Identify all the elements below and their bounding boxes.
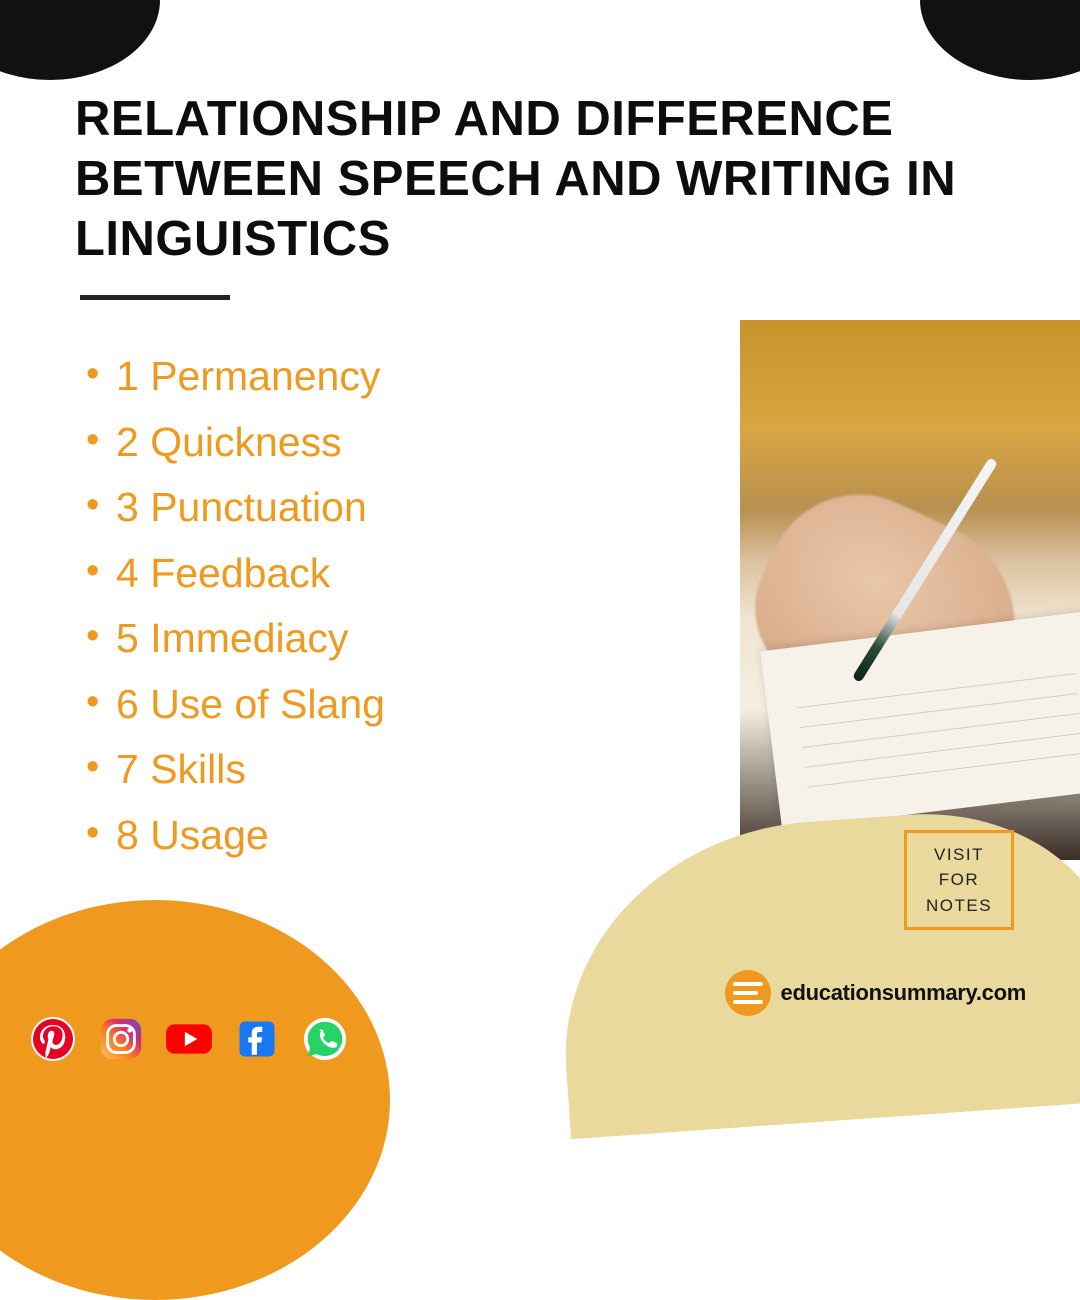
brand-row[interactable]: educationsummary.com: [725, 970, 1026, 1016]
list-item: 8 Usage: [80, 804, 385, 868]
youtube-icon[interactable]: [164, 1014, 214, 1064]
paper-line: [800, 693, 1078, 728]
corner-shape-top-right: [920, 0, 1080, 80]
brand-logo-icon: [725, 970, 771, 1016]
visit-line: VISIT: [934, 842, 984, 868]
list-item: 2 Quickness: [80, 411, 385, 475]
list-item: 7 Skills: [80, 738, 385, 802]
visit-line: NOTES: [926, 893, 992, 919]
visit-line: FOR: [939, 867, 979, 893]
visit-notes-badge[interactable]: VISIT FOR NOTES: [904, 830, 1014, 930]
social-icons-row: [28, 1014, 350, 1064]
page-title: RELATIONSHIP AND DIFFERENCE BETWEEN SPEE…: [75, 90, 975, 269]
corner-shape-top-left: [0, 0, 160, 80]
instagram-icon[interactable]: [96, 1014, 146, 1064]
points-list: 1 Permanency 2 Quickness 3 Punctuation 4…: [80, 345, 385, 869]
list-item: 3 Punctuation: [80, 476, 385, 540]
facebook-icon[interactable]: [232, 1014, 282, 1064]
paper-line: [805, 733, 1080, 768]
list-item: 4 Feedback: [80, 542, 385, 606]
pinterest-icon[interactable]: [28, 1014, 78, 1064]
whatsapp-icon[interactable]: [300, 1014, 350, 1064]
title-divider: [80, 295, 230, 300]
list-item: 1 Permanency: [80, 345, 385, 409]
brand-name: educationsummary.com: [781, 980, 1026, 1006]
blob-shape-orange: [0, 900, 390, 1300]
paper-line: [807, 753, 1080, 788]
list-item: 6 Use of Slang: [80, 673, 385, 737]
paper-line: [797, 673, 1075, 708]
paper-line: [802, 713, 1080, 748]
writing-photo: [740, 320, 1080, 860]
list-item: 5 Immediacy: [80, 607, 385, 671]
